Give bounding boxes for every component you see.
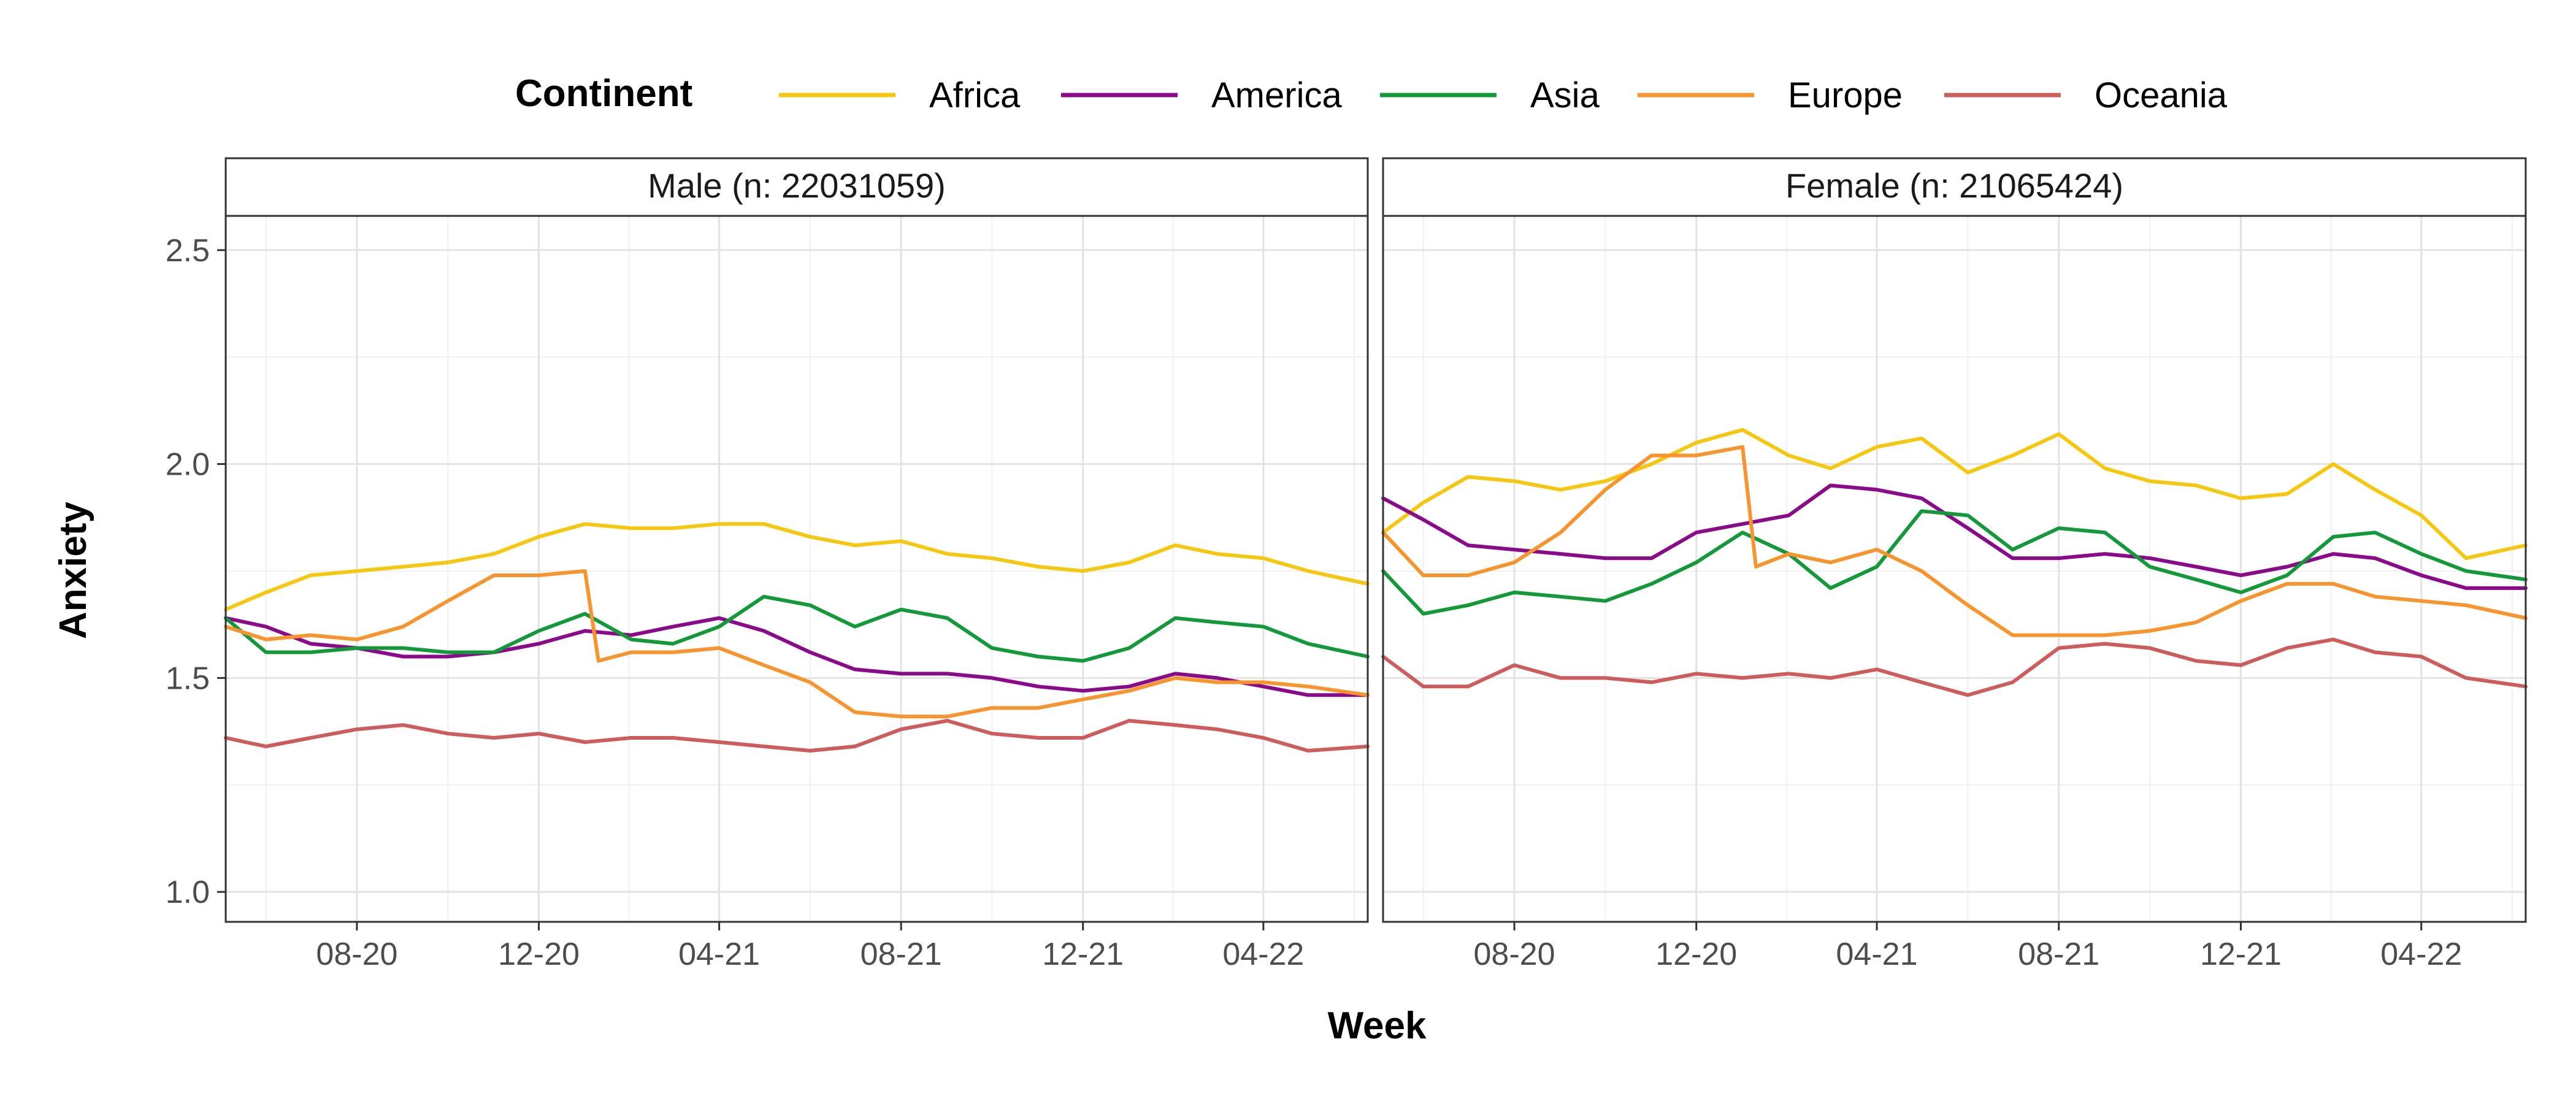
panel-border xyxy=(1382,215,2527,923)
series-line-europe xyxy=(224,569,1370,719)
x-tick-label: 04-21 xyxy=(678,937,760,972)
panel-border xyxy=(224,215,1369,923)
series-line-europe xyxy=(1381,445,2528,637)
panel-2: Female (n: 21065424) 08-20 12-20 04-21 08-21… xyxy=(1381,157,2528,972)
series-line-oceania xyxy=(1381,637,2528,697)
y-tick-label: 2.0 xyxy=(166,447,210,483)
legend-label-africa: Africa xyxy=(929,75,1021,115)
facet-strip xyxy=(1382,157,2527,217)
series-line-africa xyxy=(224,522,1370,611)
legend-label-oceania: Oceania xyxy=(2095,75,2228,115)
series-line-oceania xyxy=(224,719,1370,753)
x-tick-label: 04-21 xyxy=(1836,937,1918,972)
y-tick-label: 1.5 xyxy=(166,661,210,696)
series-group xyxy=(224,522,1370,753)
x-tick-label: 04-22 xyxy=(2380,937,2462,972)
x-axis-title: Week xyxy=(1328,1005,1427,1047)
y-tick-label: 2.5 xyxy=(166,233,210,269)
facet-title: Female (n: 21065424) xyxy=(1785,166,2123,205)
x-tick-label: 08-20 xyxy=(1474,937,1555,972)
y-axis-title: Anxiety xyxy=(52,502,94,639)
x-tick-label: 08-20 xyxy=(316,937,397,972)
x-tick-label: 12-21 xyxy=(2200,937,2282,972)
x-tick-label: 12-21 xyxy=(1042,937,1124,972)
legend: Continent Africa America Asia Europe Oceania xyxy=(515,72,2228,115)
legend-title: Continent xyxy=(515,72,692,115)
legend-label-america: America xyxy=(1211,75,1342,115)
series-line-asia xyxy=(1381,509,2528,616)
x-axis: 08-20 12-20 04-21 08-21 12-21 04-22 xyxy=(316,922,1304,972)
panel-1: Male (n: 22031059) 08-20 12-20 04-21 08-21 12… xyxy=(166,157,1370,972)
series-group xyxy=(1381,427,2528,697)
series-line-america xyxy=(224,616,1370,697)
series-line-africa xyxy=(1381,427,2528,561)
legend-label-asia: Asia xyxy=(1530,75,1600,115)
facet-title: Male (n: 22031059) xyxy=(648,166,946,205)
x-tick-label: 04-22 xyxy=(1222,937,1304,972)
y-axis: 1.0 1.5 2.0 2.5 xyxy=(166,233,226,910)
x-tick-label: 12-20 xyxy=(1655,937,1737,972)
y-tick-label: 1.0 xyxy=(166,875,210,910)
x-tick-label: 08-21 xyxy=(861,937,942,972)
series-line-asia xyxy=(224,594,1370,663)
x-tick-label: 12-20 xyxy=(498,937,580,972)
x-tick-label: 08-21 xyxy=(2018,937,2099,972)
legend-label-europe: Europe xyxy=(1788,75,1903,115)
x-axis: 08-20 12-20 04-21 08-21 12-21 04-22 xyxy=(1474,922,2462,972)
